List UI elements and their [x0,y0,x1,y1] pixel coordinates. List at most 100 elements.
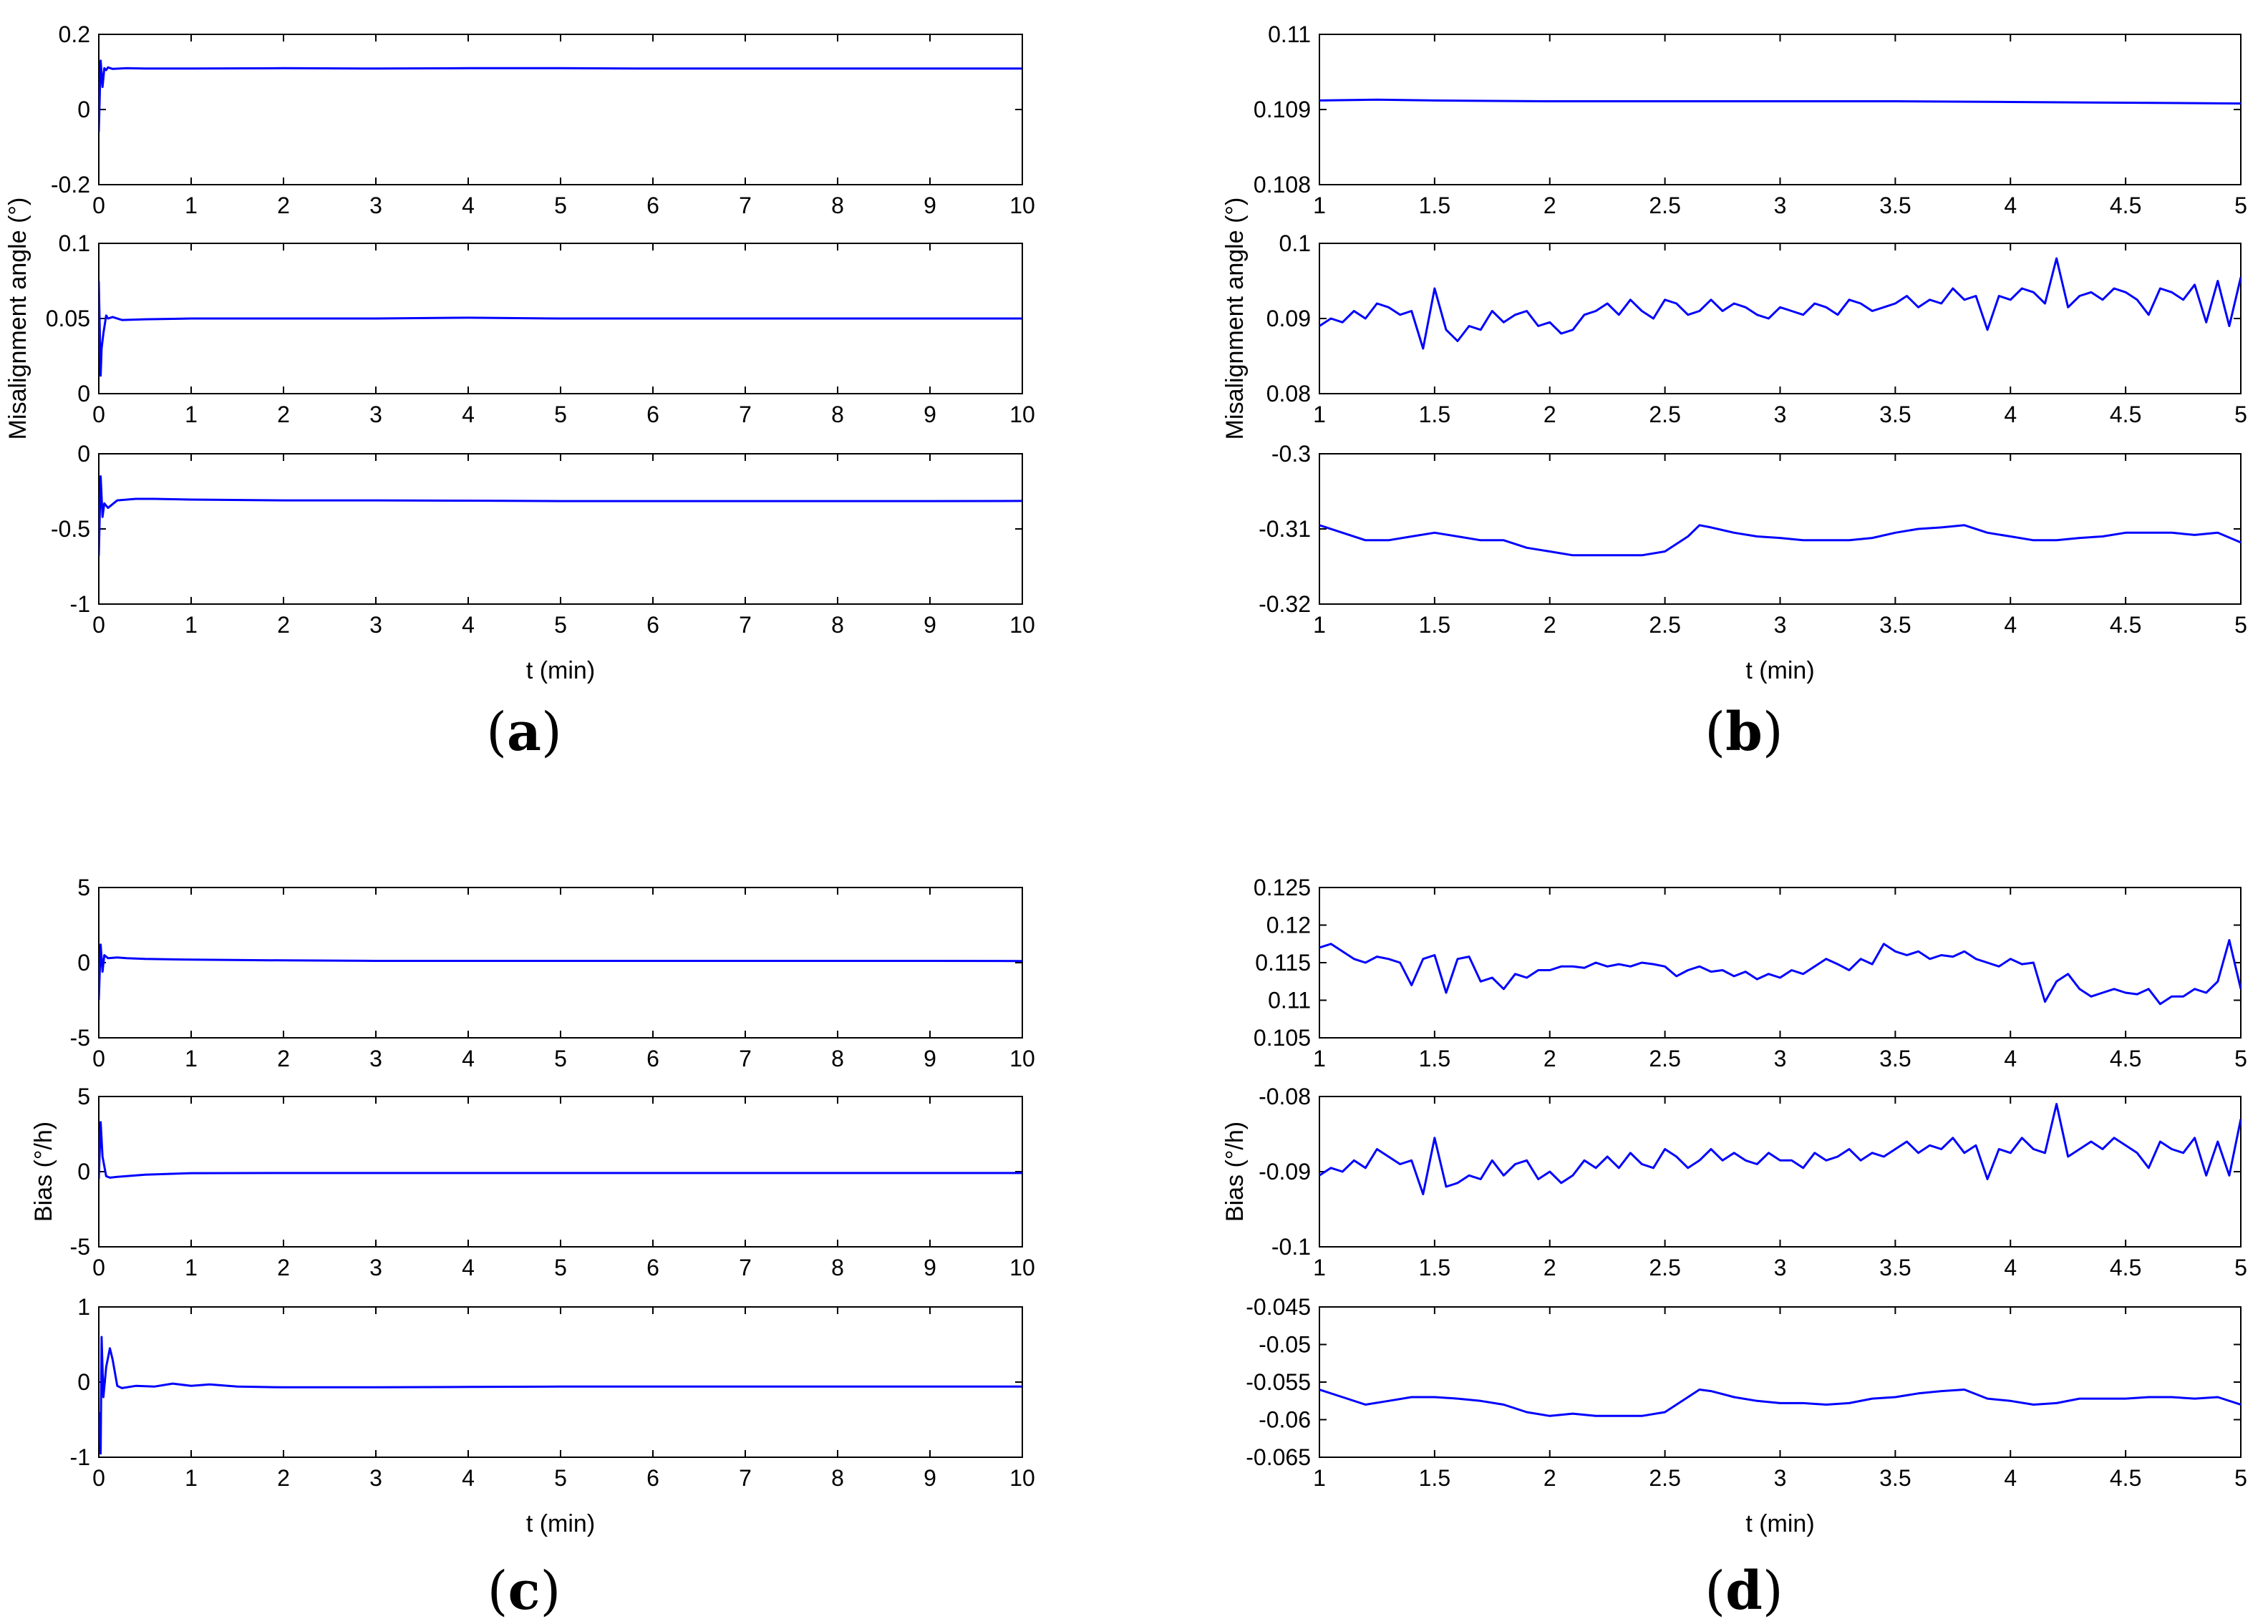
x-tick-label: 6 [646,402,659,427]
x-tick-label: 3.5 [1879,193,1911,218]
panel-label-c: (c) [487,1560,561,1622]
x-tick-label: 8 [831,193,844,218]
x-tick-label: 2.5 [1649,402,1680,427]
panel-label-a: (a) [486,701,562,763]
panel-label-b: (b) [1705,701,1783,763]
x-tick-label: 4 [2004,402,2017,427]
x-tick-label: 0 [92,402,105,427]
subplot-d-2: 1 1.5 2 2.5 3 3.5 4 4.5 5 -0.1 -0.09 -0.08 [1259,1084,2247,1280]
x-tick-label: 8 [831,1465,844,1491]
x-tick-label: 5 [2234,193,2247,218]
x-tick-label: 2 [277,402,290,427]
x-tick-label: 2 [277,612,290,638]
x-tick-label: 4 [2004,193,2017,218]
x-tick-label: 4 [2004,1465,2017,1491]
y-tick-label: 0.108 [1254,172,1311,198]
y-tick-label: -0.31 [1259,516,1311,542]
y-tick-label: 0 [77,441,90,467]
series-line-z [1319,524,2241,557]
subplot-a-2: 0 1 2 3 4 5 6 7 8 9 10 0 0.05 0.1 [46,230,1035,427]
x-tick-label: 4 [462,612,475,638]
panel-a: 0 1 2 3 4 5 6 7 8 9 10-0.200.20 1 2 3 4 5 6 7 8 9 1000.050.1… [4,21,1035,684]
x-axis-label: t (min) [1745,1510,1814,1537]
x-tick-label: 5 [554,1255,567,1280]
series-line-z [99,1336,1022,1455]
x-tick-label: 2.5 [1649,612,1680,638]
y-tick-label: 0.05 [46,306,90,331]
x-tick-label: 2 [1544,193,1556,218]
y-tick-label: 0.115 [1255,950,1311,976]
panel-label-d: (d) [1705,1560,1783,1622]
x-tick-label: 4 [2004,612,2017,638]
x-tick-label: 5 [554,193,567,218]
series-line-x [1319,939,2241,1006]
y-tick-label: 0.109 [1254,97,1311,122]
x-tick-label: 7 [739,1255,752,1280]
subplot-d-1: 1 1.5 2 2.5 3 3.5 4 4.5 5 0.105 0.11 0.115 0.12 0.125 [1254,875,2247,1071]
series-line-y [1319,257,2241,350]
x-tick-label: 2 [1544,1046,1556,1071]
y-tick-label: -0.32 [1259,591,1311,617]
y-axis-label: Misalignment angle (°) [1221,198,1249,440]
x-tick-label: 5 [2234,1465,2247,1491]
x-tick-label: 3.5 [1879,1465,1911,1491]
y-tick-label: 0.1 [1279,230,1311,256]
x-tick-label: 2 [1544,402,1556,427]
y-tick-label: 1 [77,1294,90,1320]
x-tick-label: 3.5 [1879,1046,1911,1071]
y-tick-label: 0.11 [1268,21,1311,47]
x-tick-label: 8 [831,402,844,427]
series-line-y [1319,1103,2241,1195]
x-tick-label: 1 [1313,402,1326,427]
y-axis-label: Bias (°/h) [30,1122,57,1222]
x-tick-label: 1.5 [1419,402,1450,427]
x-tick-label: 1 [185,1465,198,1491]
x-tick-label: 4 [2004,1046,2017,1071]
x-tick-label: 9 [924,1465,936,1491]
x-tick-label: 3 [1774,1046,1787,1071]
x-tick-label: 2 [277,193,290,218]
x-tick-label: 0 [92,193,105,218]
series-line-x [99,59,1022,132]
x-tick-label: 1.5 [1419,1465,1450,1491]
x-tick-label: 2 [1544,612,1556,638]
x-tick-label: 1 [1313,193,1326,218]
y-tick-label: -0.1 [1271,1234,1311,1260]
x-tick-label: 4 [462,402,475,427]
x-tick-label: 5 [554,402,567,427]
y-tick-label: 0.125 [1254,875,1311,900]
x-tick-label: 6 [646,1255,659,1280]
y-tick-label: -5 [70,1025,90,1051]
x-tick-label: 1 [185,193,198,218]
x-tick-label: 1.5 [1419,1046,1450,1071]
x-tick-label: 9 [924,193,936,218]
x-tick-label: 4 [462,1046,475,1071]
x-axis-label: t (min) [526,1510,595,1537]
x-tick-label: 4.5 [2110,1255,2141,1280]
series-line-z [99,475,1022,556]
x-tick-label: 6 [646,1465,659,1491]
x-tick-label: 8 [831,1046,844,1071]
x-tick-label: 2 [277,1465,290,1491]
x-tick-label: 9 [924,1046,936,1071]
x-tick-label: 4 [462,193,475,218]
x-tick-label: 2.5 [1649,1465,1680,1491]
x-tick-label: 5 [2234,1046,2247,1071]
subplot-b-1: 1 1.5 2 2.5 3 3.5 4 4.5 5 0.108 0.109 0.11 [1254,21,2247,218]
series-line-y [99,1121,1022,1180]
x-tick-label: 3 [369,193,382,218]
y-tick-label: 5 [77,1084,90,1109]
x-tick-label: 3 [1774,1465,1787,1491]
x-axis-label: t (min) [1745,657,1814,684]
y-tick-label: -5 [70,1234,90,1260]
subplot-b-3: 1 1.5 2 2.5 3 3.5 4 4.5 5 -0.32 -0.31 -0.3 [1259,441,2247,638]
y-tick-label: -0.3 [1271,441,1311,467]
x-tick-label: 4 [2004,1255,2017,1280]
x-tick-label: 4 [462,1255,475,1280]
subplot-d-3: 1 1.5 2 2.5 3 3.5 4 4.5 5 -0.065 -0.06 -0.055 -0.05 -… [1246,1294,2247,1491]
x-tick-label: 2.5 [1649,1046,1680,1071]
x-tick-label: 10 [1009,1046,1035,1071]
y-tick-label: -1 [70,591,90,617]
x-tick-label: 4.5 [2110,1046,2141,1071]
